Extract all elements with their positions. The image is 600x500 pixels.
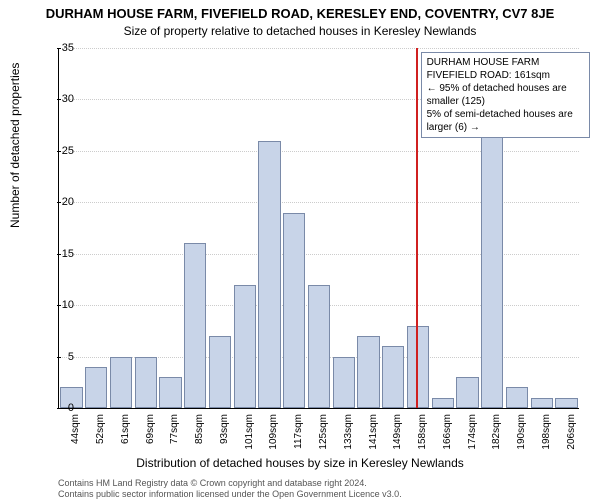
histogram-bar <box>407 326 429 408</box>
footer-text: Contains HM Land Registry data © Crown c… <box>58 478 402 500</box>
histogram-bar <box>283 213 305 408</box>
footer-line2: Contains public sector information licen… <box>58 489 402 500</box>
annotation-box: DURHAM HOUSE FARM FIVEFIELD ROAD: 161sqm… <box>421 52 590 138</box>
histogram-bar <box>159 377 181 408</box>
histogram-bar <box>481 99 503 408</box>
annotation-line2: ← 95% of detached houses are smaller (12… <box>427 82 584 108</box>
annotation-line3: 5% of semi-detached houses are larger (6… <box>427 108 584 134</box>
histogram-bar <box>357 336 379 408</box>
histogram-bar <box>382 346 404 408</box>
histogram-bar <box>209 336 231 408</box>
chart-container: DURHAM HOUSE FARM, FIVEFIELD ROAD, KERES… <box>0 0 600 500</box>
histogram-bar <box>135 357 157 408</box>
reference-line <box>416 48 418 408</box>
histogram-bar <box>85 367 107 408</box>
histogram-bar <box>506 387 528 408</box>
histogram-bar <box>110 357 132 408</box>
histogram-bar <box>333 357 355 408</box>
x-axis-label: Distribution of detached houses by size … <box>0 456 600 470</box>
sub-title: Size of property relative to detached ho… <box>0 24 600 38</box>
histogram-bar <box>531 398 553 408</box>
y-axis-label: Number of detached properties <box>8 63 22 228</box>
histogram-bar <box>258 141 280 408</box>
footer-line1: Contains HM Land Registry data © Crown c… <box>58 478 402 489</box>
histogram-bar <box>234 285 256 408</box>
histogram-bar <box>432 398 454 408</box>
main-title: DURHAM HOUSE FARM, FIVEFIELD ROAD, KERES… <box>0 6 600 21</box>
histogram-bar <box>308 285 330 408</box>
histogram-bar <box>456 377 478 408</box>
annotation-line1: DURHAM HOUSE FARM FIVEFIELD ROAD: 161sqm <box>427 56 584 82</box>
histogram-bar <box>184 243 206 408</box>
histogram-bar <box>555 398 577 408</box>
